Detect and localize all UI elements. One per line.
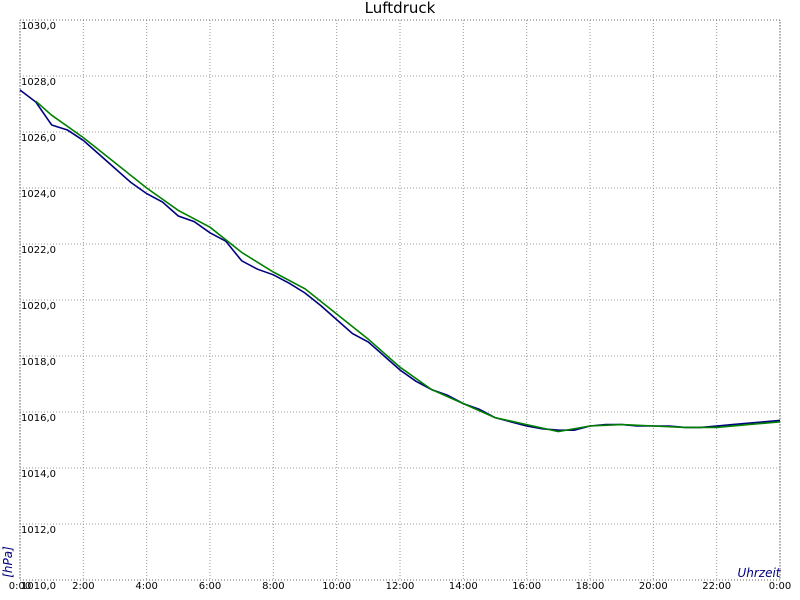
x-tick-label: 12:00 <box>386 581 415 592</box>
y-tick-label: 1022,0 <box>21 245 56 256</box>
x-tick-label: 20:00 <box>639 581 668 592</box>
x-tick-label: 6:00 <box>199 581 221 592</box>
chart-title: Luftdruck <box>365 0 436 17</box>
x-axis-label: Uhrzeit <box>737 566 781 580</box>
y-tick-label: 1020,0 <box>21 301 56 312</box>
y-tick-label: 1014,0 <box>21 469 56 480</box>
x-tick-label: 0:00 <box>769 581 791 592</box>
x-tick-label: 2:00 <box>72 581 94 592</box>
line-series <box>35 100 781 433</box>
y-tick-label: 1024,0 <box>21 189 56 200</box>
x-tick-label: 10:00 <box>322 581 351 592</box>
x-tick-label: 0:00 <box>9 581 31 592</box>
y-tick-label: 1028,0 <box>21 77 56 88</box>
x-tick-label: 18:00 <box>576 581 605 592</box>
x-tick-label: 16:00 <box>512 581 541 592</box>
y-tick-label: 1010,0 <box>21 581 56 592</box>
x-tick-label: 22:00 <box>702 581 731 592</box>
y-tick-label: 1016,0 <box>21 413 56 424</box>
x-tick-label: 14:00 <box>449 581 478 592</box>
y-tick-label: 1030,0 <box>21 21 56 32</box>
y-tick-label: 1018,0 <box>21 357 56 368</box>
y-axis-label: [hPa] <box>1 546 15 578</box>
x-tick-label: 4:00 <box>135 581 157 592</box>
x-tick-label: 8:00 <box>262 581 284 592</box>
y-tick-label: 1012,0 <box>21 525 56 536</box>
y-tick-label: 1026,0 <box>21 133 56 144</box>
